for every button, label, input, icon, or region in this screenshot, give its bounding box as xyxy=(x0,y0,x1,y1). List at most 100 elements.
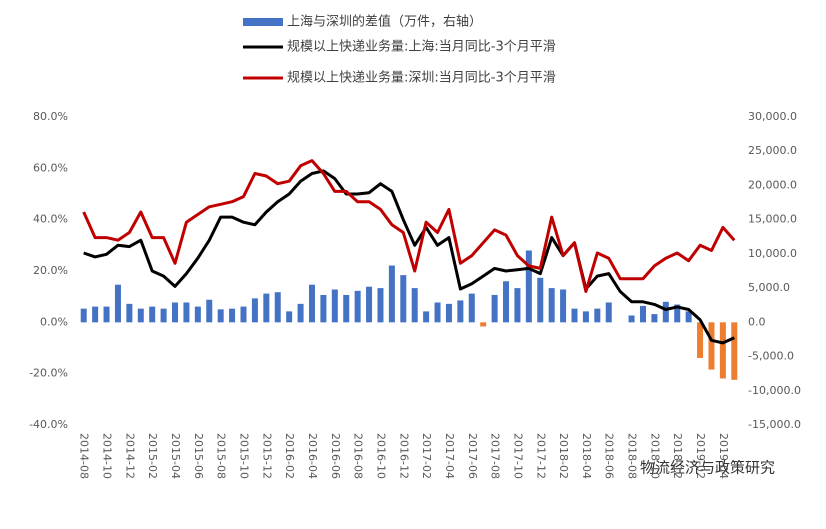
bar xyxy=(80,308,87,323)
y2-tick-label: 20,000.0 xyxy=(748,178,797,191)
bar xyxy=(274,292,281,323)
bar xyxy=(137,308,144,323)
bar xyxy=(525,250,532,323)
bar xyxy=(366,286,373,323)
bar xyxy=(92,306,99,323)
x-tick-label: 2019-02 xyxy=(694,433,707,479)
bar xyxy=(434,302,441,323)
legend-label: 规模以上快递业务量:上海:当月同比-3个月平滑 xyxy=(287,39,556,55)
bar xyxy=(445,303,452,323)
legend-label: 上海与深圳的差值（万件，右轴） xyxy=(287,14,482,30)
bar xyxy=(503,281,510,323)
bar xyxy=(160,308,167,323)
y2-tick-label: 25,000.0 xyxy=(748,144,797,157)
y-tick-label: 0.0% xyxy=(40,315,68,328)
x-tick-label: 2016-06 xyxy=(329,433,342,479)
y2-tick-label: 10,000.0 xyxy=(748,247,797,260)
bar xyxy=(457,300,464,323)
bar xyxy=(183,302,190,323)
y-tick-label: 80.0% xyxy=(33,110,68,123)
x-tick-label: 2014-08 xyxy=(78,433,91,479)
x-tick-label: 2016-10 xyxy=(374,433,387,479)
y-tick-label: 60.0% xyxy=(33,161,68,174)
bar xyxy=(240,306,247,323)
bar xyxy=(514,288,521,323)
line xyxy=(83,169,735,345)
watermark: 物流经济与政策研究 xyxy=(640,459,775,477)
bar xyxy=(582,311,589,323)
x-tick-label: 2015-06 xyxy=(192,433,205,479)
y2-tick-label: 15,000.0 xyxy=(748,213,797,226)
bar xyxy=(639,305,646,323)
legend-label: 规模以上快递业务量:深圳:当月同比-3个月平滑 xyxy=(287,70,556,86)
bar xyxy=(343,294,350,323)
x-tick-label: 2018-06 xyxy=(603,433,616,479)
x-tick-label: 2018-08 xyxy=(626,433,639,479)
bar xyxy=(697,322,704,358)
x-tick-label: 2017-10 xyxy=(511,433,524,479)
bar xyxy=(331,289,338,323)
x-tick-label: 2014-12 xyxy=(123,433,136,479)
y-tick-label: 40.0% xyxy=(33,213,68,226)
bar xyxy=(480,322,487,327)
bar xyxy=(731,322,738,380)
bar xyxy=(217,309,224,323)
y2-tick-label: 5,000.0 xyxy=(748,281,790,294)
x-tick-label: 2015-04 xyxy=(169,433,182,479)
y-tick-label: 20.0% xyxy=(33,264,68,277)
y-tick-label: -40.0% xyxy=(29,418,68,431)
bar xyxy=(388,265,395,323)
bar xyxy=(251,298,258,323)
bar xyxy=(548,288,555,323)
legend-swatch xyxy=(243,18,283,26)
y2-tick-label: 30,000.0 xyxy=(748,110,797,123)
x-tick-label: 2015-10 xyxy=(238,433,251,479)
bar xyxy=(594,308,601,323)
bar xyxy=(297,303,304,323)
bar xyxy=(628,315,635,323)
y2-tick-label: -15,000.0 xyxy=(748,418,801,431)
bar xyxy=(149,306,156,323)
x-tick-label: 2014-10 xyxy=(101,433,114,479)
bar xyxy=(651,314,658,323)
bar xyxy=(537,277,544,323)
bar xyxy=(229,308,236,323)
x-tick-label: 2015-08 xyxy=(215,433,228,479)
x-tick-label: 2017-12 xyxy=(534,433,547,479)
x-tick-label: 2016-12 xyxy=(397,433,410,479)
x-tick-label: 2017-02 xyxy=(420,433,433,479)
x-tick-label: 2017-08 xyxy=(489,433,502,479)
bar xyxy=(194,306,201,323)
bar xyxy=(263,293,270,323)
bar xyxy=(400,275,407,323)
bar xyxy=(605,302,612,323)
bar xyxy=(662,301,669,323)
x-tick-label: 2015-02 xyxy=(146,433,159,479)
bar xyxy=(423,311,430,323)
bar xyxy=(491,294,498,323)
x-tick-label: 2019-04 xyxy=(717,433,730,479)
y2-tick-label: -5,000.0 xyxy=(748,350,794,363)
bar xyxy=(320,294,327,323)
bar xyxy=(172,302,179,323)
y2-tick-label: 0.0 xyxy=(748,315,766,328)
bar xyxy=(560,289,567,323)
bar xyxy=(126,303,133,323)
x-tick-label: 2018-10 xyxy=(648,433,661,479)
x-tick-label: 2017-06 xyxy=(466,433,479,479)
y-tick-label: -20.0% xyxy=(29,367,68,380)
bar xyxy=(411,288,418,323)
bar xyxy=(377,288,384,323)
x-tick-label: 2016-02 xyxy=(283,433,296,479)
bar xyxy=(354,290,361,323)
bar xyxy=(286,311,293,323)
y2-tick-label: -10,000.0 xyxy=(748,384,801,397)
x-tick-label: 2018-04 xyxy=(580,433,593,479)
x-tick-label: 2016-08 xyxy=(352,433,365,479)
x-tick-label: 2015-12 xyxy=(260,433,273,479)
line xyxy=(82,159,736,293)
x-tick-label: 2016-04 xyxy=(306,433,319,479)
bar xyxy=(308,284,315,323)
bar xyxy=(708,322,715,370)
